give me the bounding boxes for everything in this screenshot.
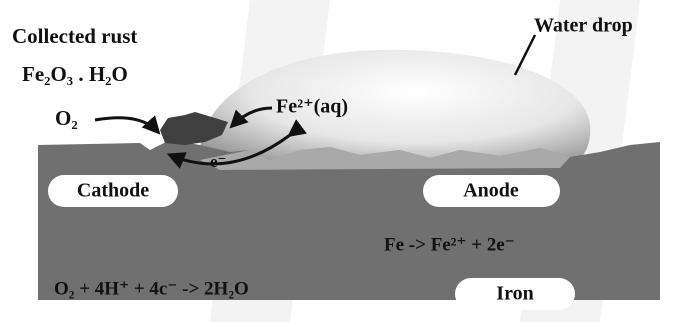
- ferrous-ion-label: Fe²⁺(aq): [276, 96, 348, 118]
- cathode-reaction: O₂ + 4H⁺ + 4c⁻ -> 2H₂O: [54, 278, 249, 299]
- iron-label: Iron: [496, 283, 533, 305]
- electron-label: e⁻: [210, 152, 227, 171]
- rust-formula: Fe₂O₃ . H₂O: [22, 62, 128, 86]
- page: Collected rust Fe₂O₃ . H₂O Water drop O₂…: [0, 0, 677, 322]
- water-drop-label: Water drop: [534, 15, 633, 37]
- collected-rust-label: Collected rust: [12, 24, 137, 48]
- oxygen-label: O₂: [55, 106, 78, 130]
- anode-label: Anode: [463, 180, 519, 202]
- corrosion-diagram: Collected rust Fe₂O₃ . H₂O Water drop O₂…: [0, 0, 677, 322]
- anode-reaction: Fe -> Fe²⁺ + 2e⁻: [384, 234, 515, 255]
- cathode-label: Cathode: [77, 180, 149, 202]
- oxygen-arrow: [95, 118, 158, 132]
